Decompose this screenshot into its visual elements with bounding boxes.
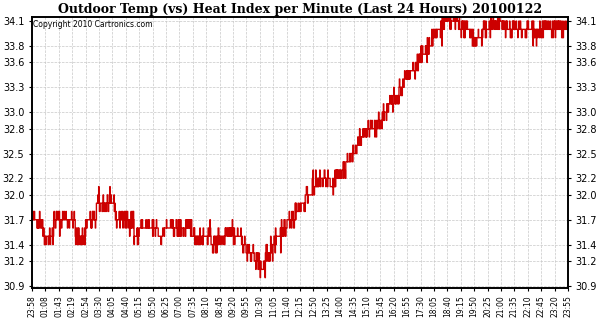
Text: Copyright 2010 Cartronics.com: Copyright 2010 Cartronics.com: [33, 20, 152, 29]
Title: Outdoor Temp (vs) Heat Index per Minute (Last 24 Hours) 20100122: Outdoor Temp (vs) Heat Index per Minute …: [58, 3, 542, 16]
